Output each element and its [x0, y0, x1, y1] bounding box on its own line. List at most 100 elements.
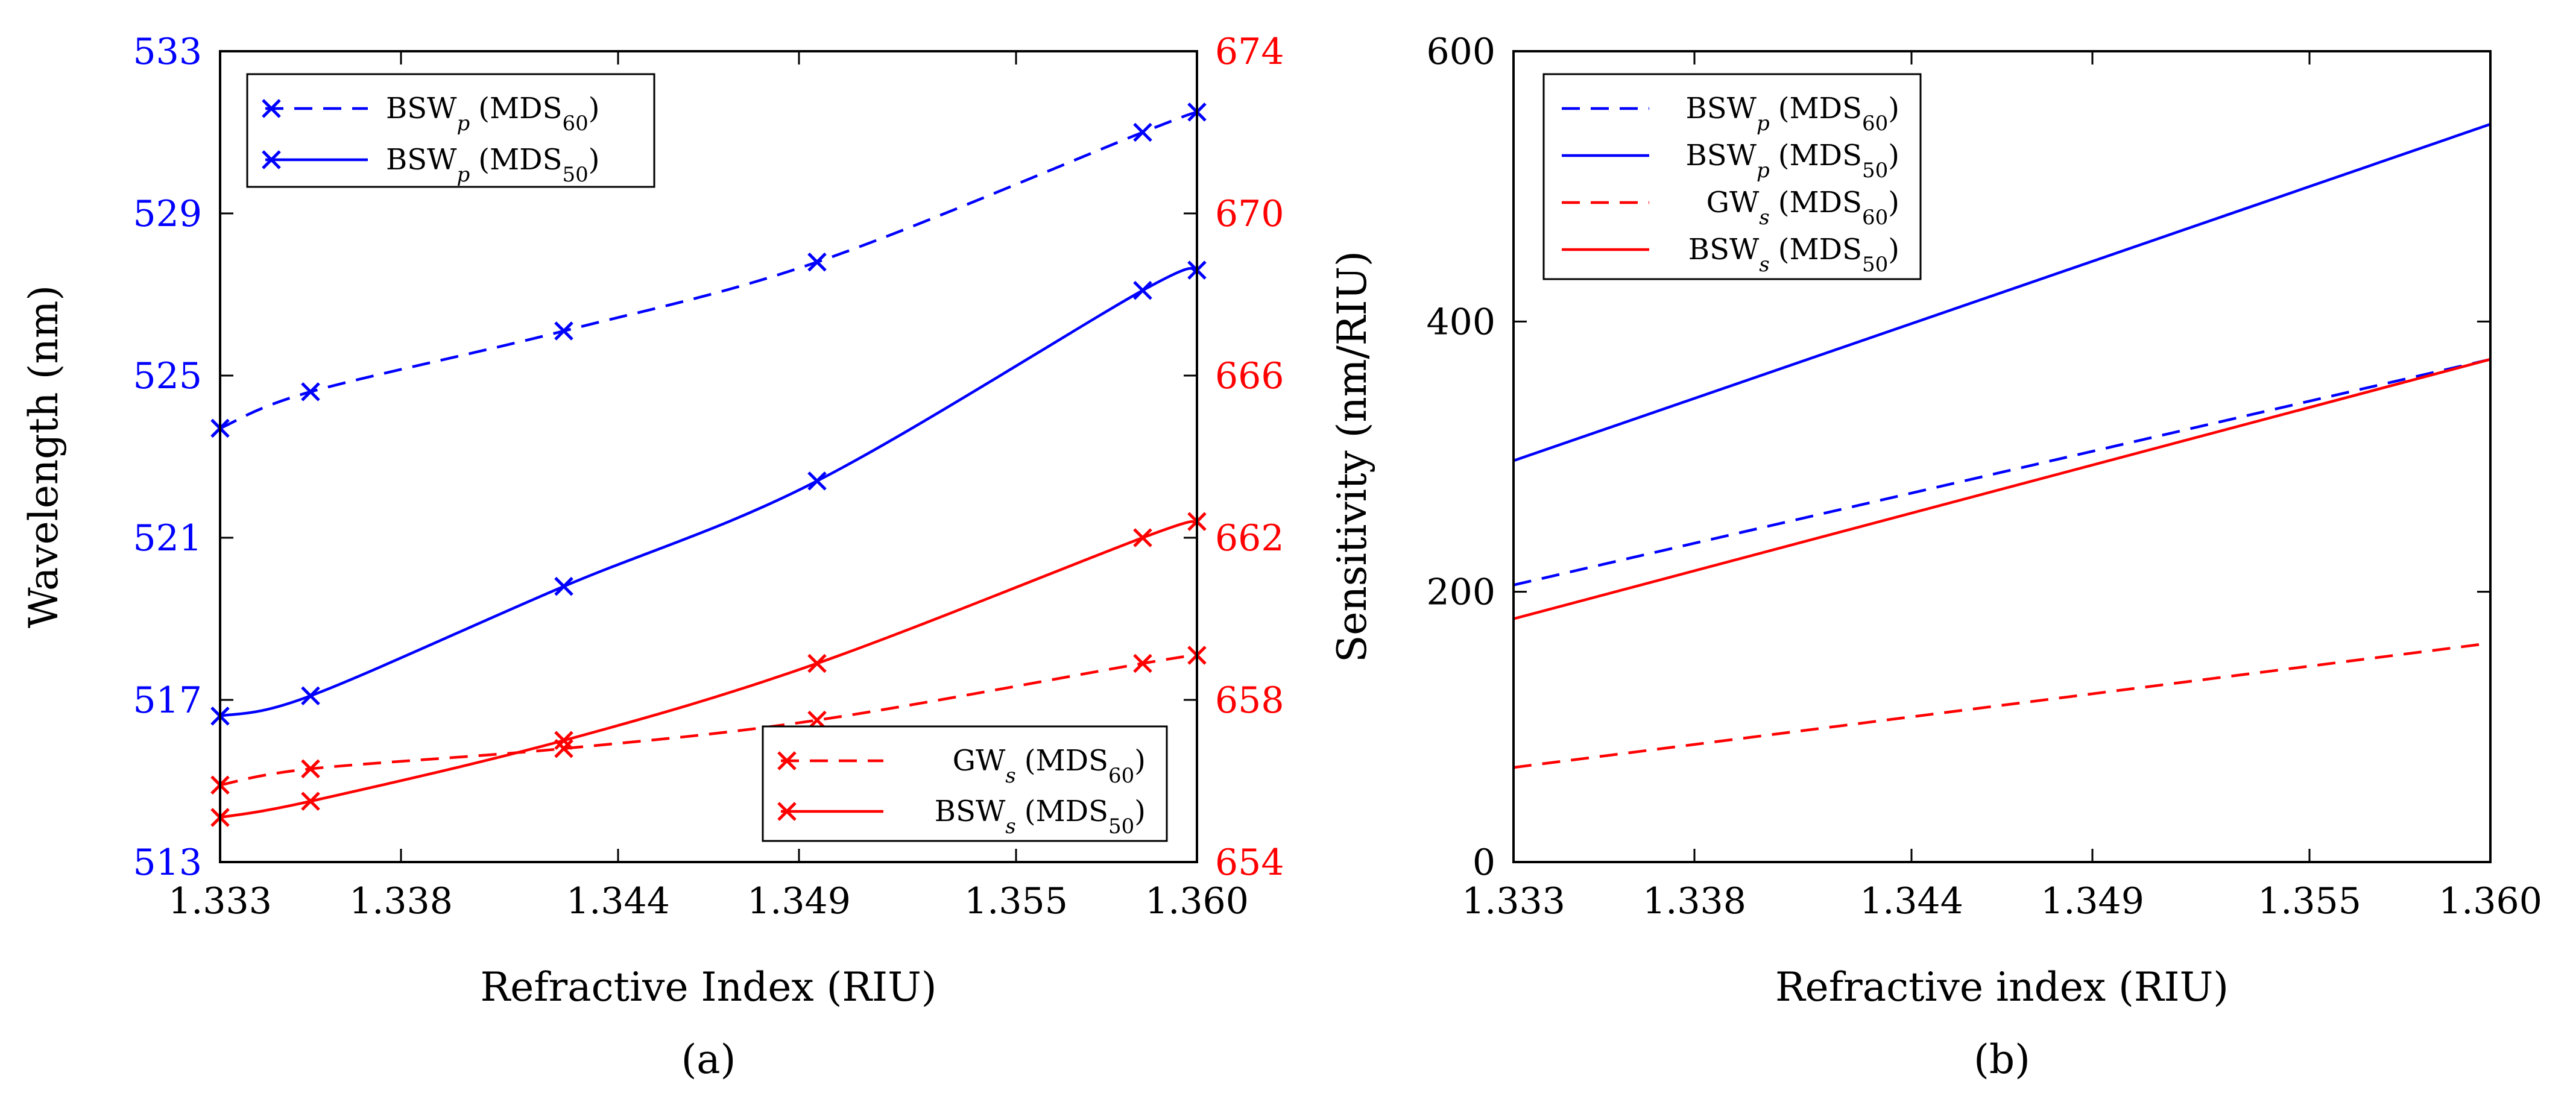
legend-mds: (MDS	[478, 92, 562, 125]
x-marker	[777, 751, 797, 770]
y-tick-label-left: 513	[133, 842, 202, 884]
x-axis-title: Refractive index (RIU)	[1775, 964, 2229, 1010]
legend-label: GWs (MDS60)	[953, 744, 1146, 788]
x-marker	[301, 382, 320, 401]
legend-mds-subscript: 50	[1862, 253, 1888, 277]
panel-b: 1.333 1.338 1.344 1.349 1.355 1.360 0 200 400 600…	[1329, 31, 2542, 1083]
legend-upper-left: BSWp (MDS60)BSWp (MDS50)	[246, 73, 655, 188]
x-marker	[807, 653, 827, 673]
legend-series-name: BSW	[386, 143, 457, 177]
legend-mds-subscript: 50	[563, 163, 589, 187]
y-tick-label-left: 525	[133, 355, 202, 397]
legend-close: )	[1888, 92, 1899, 125]
x-marker-stroke	[807, 471, 827, 491]
legend-series-name: BSW	[935, 795, 1006, 828]
legend-box	[246, 73, 655, 188]
legend-close: )	[1134, 744, 1146, 778]
series-line	[219, 520, 1198, 819]
legend-close: )	[1888, 186, 1899, 219]
y-tick-label-right: 662	[1215, 517, 1284, 559]
y-tick-label-right: 666	[1215, 355, 1284, 397]
legend-subscript: p	[457, 163, 470, 187]
legend-series-name: BSW	[1685, 92, 1757, 125]
legend-box	[762, 725, 1168, 842]
legend-mds: (MDS	[1778, 92, 1862, 125]
x-marker	[1133, 122, 1152, 142]
legend-label: BSWp (MDS50)	[1685, 139, 1899, 183]
x-marker-stroke	[807, 252, 827, 272]
legend-subscript: s	[1759, 253, 1769, 277]
x-marker	[777, 802, 797, 821]
x-tick-label: 1.349	[2041, 880, 2144, 922]
legend-mds-subscript: 60	[1862, 112, 1888, 136]
x-marker-stroke	[1133, 122, 1152, 142]
legend-series-name: GW	[1706, 186, 1760, 219]
series-line	[219, 653, 1198, 787]
legend-top-left: BSWp (MDS60)BSWp (MDS50)GWs (MDS60)BSWs (MDS…	[1542, 73, 1922, 280]
legend-close: )	[1888, 233, 1899, 266]
legend-mds-subscript: 50	[1108, 814, 1134, 839]
y-axis-title: Sensitivity (nm/RIU)	[1329, 251, 1375, 663]
x-marker	[262, 99, 281, 118]
series-line	[1513, 122, 2491, 462]
x-tick-label: 1.344	[1860, 880, 1963, 922]
x-tick-label: 1.355	[964, 880, 1068, 922]
legend-label: BSWp (MDS60)	[386, 92, 600, 136]
x-marker	[301, 759, 320, 779]
legend-subscript: s	[1005, 764, 1015, 788]
x-tick-label: 1.333	[168, 880, 272, 922]
y-tick-label-right: 658	[1215, 679, 1284, 722]
x-marker-stroke	[301, 686, 320, 706]
x-marker	[262, 150, 281, 169]
x-marker	[554, 576, 573, 596]
x-marker-stroke	[262, 150, 281, 169]
x-marker-stroke	[554, 321, 573, 341]
x-marker	[1133, 653, 1152, 673]
series-line	[1513, 641, 2491, 769]
legend-mds: (MDS	[1778, 139, 1862, 172]
legend-mds-subscript: 60	[1862, 206, 1888, 230]
x-marker-stroke	[554, 576, 573, 596]
legend-label: BSWs (MDS50)	[1688, 233, 1899, 277]
y-tick-label: 400	[1426, 301, 1495, 343]
x-marker	[301, 686, 320, 706]
x-marker	[807, 471, 827, 491]
y-tick-label-left: 521	[133, 517, 202, 559]
series-line	[1513, 357, 2491, 620]
x-marker-stroke	[301, 792, 320, 811]
series-line	[1513, 357, 2491, 587]
series-line	[219, 110, 1198, 430]
legend-mds-subscript: 60	[1108, 764, 1134, 788]
x-marker-stroke	[1133, 653, 1152, 673]
x-marker	[301, 792, 320, 811]
panel-label: (a)	[681, 1036, 736, 1083]
legend-series-name: GW	[953, 744, 1006, 778]
x-marker	[1133, 528, 1152, 547]
legend-series-name: BSW	[1688, 233, 1760, 266]
x-marker-stroke	[554, 738, 573, 758]
panel-label: (b)	[1974, 1036, 2030, 1083]
x-marker	[807, 252, 827, 272]
y-tick-label-left: 529	[133, 193, 202, 235]
legend-label: BSWp (MDS60)	[1685, 92, 1899, 136]
legend-subscript: p	[1757, 112, 1770, 136]
legend-label: BSWs (MDS50)	[935, 795, 1146, 839]
y-tick-label-right: 654	[1215, 842, 1284, 884]
series-line	[219, 266, 1198, 718]
x-marker-stroke	[301, 382, 320, 401]
panel-a: 1.333 1.338 1.344 1.349 1.355 1.360 513 517 521 5…	[21, 31, 1375, 1083]
legend-mds: (MDS	[478, 143, 562, 177]
legend-series-name: BSW	[1685, 139, 1757, 172]
x-tick-label: 1.360	[2439, 880, 2542, 922]
y-tick-label: 600	[1426, 31, 1495, 73]
legend-close: )	[589, 143, 600, 177]
x-marker-stroke	[1133, 281, 1152, 300]
legend-mds: (MDS	[1778, 233, 1862, 266]
legend-series-name: BSW	[386, 92, 457, 125]
x-marker-stroke	[777, 751, 797, 770]
x-tick-label: 1.349	[747, 880, 851, 922]
x-marker-stroke	[301, 759, 320, 779]
x-tick-label: 1.338	[1643, 880, 1746, 922]
x-marker-stroke	[554, 731, 573, 751]
